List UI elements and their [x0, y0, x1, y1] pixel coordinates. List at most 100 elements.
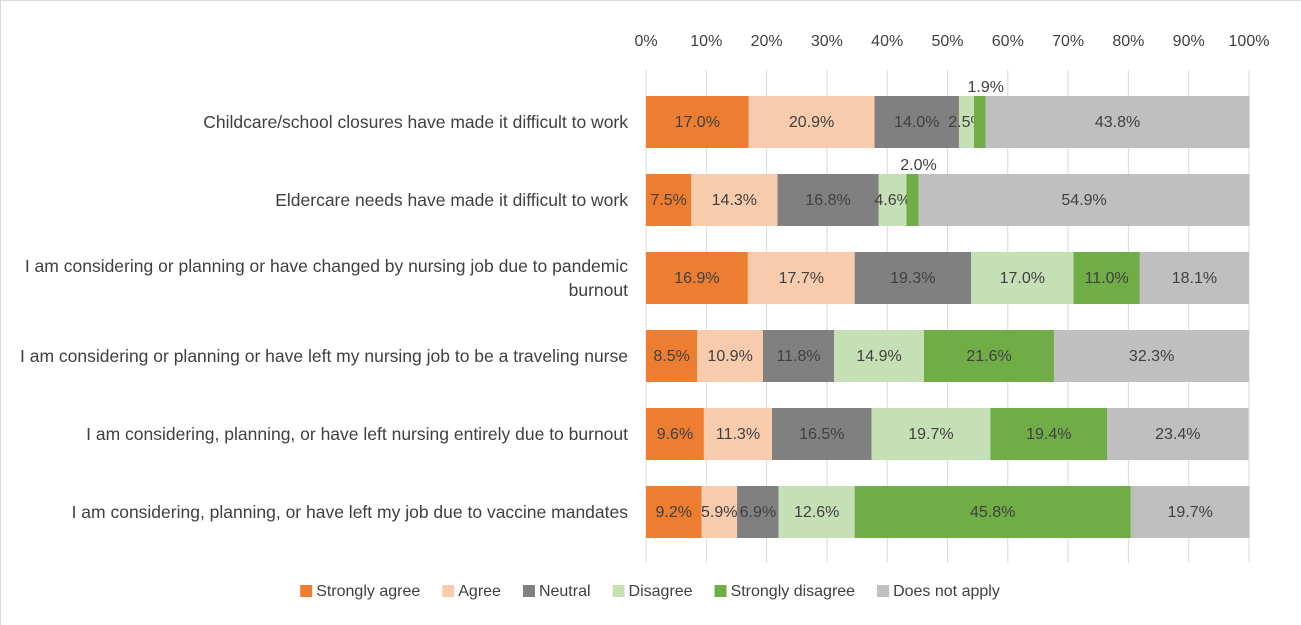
bar-segment: [906, 174, 919, 226]
bar-segment: [747, 252, 855, 304]
bar-segment: [646, 96, 749, 148]
data-label: 16.8%: [805, 192, 850, 209]
category-label: Childcare/school closures have made it d…: [203, 112, 628, 132]
data-label: 5.9%: [701, 504, 737, 521]
category-label: I am considering, planning, or have left…: [86, 424, 628, 444]
x-tick-label: 40%: [871, 33, 903, 50]
bar-segment: [918, 174, 1250, 226]
bar-segment: [878, 174, 907, 226]
bar-segment: [974, 96, 986, 148]
bar-segment: [703, 408, 773, 460]
legend-swatch: [612, 585, 625, 597]
bar-segment: [646, 330, 698, 382]
legend-swatch: [877, 585, 890, 597]
bar-segment: [646, 408, 704, 460]
legend-swatch: [714, 585, 727, 597]
legend-label: Agree: [458, 583, 501, 600]
legend-swatch: [300, 585, 313, 597]
data-label: 14.9%: [856, 348, 901, 365]
data-label: 45.8%: [970, 504, 1015, 521]
bar-segment: [985, 96, 1250, 148]
data-label: 14.3%: [712, 192, 757, 209]
bar-segment: [923, 330, 1055, 382]
x-tick-label: 80%: [1112, 33, 1144, 50]
data-label: 21.6%: [966, 348, 1011, 365]
data-label: 19.7%: [1168, 504, 1213, 521]
x-tick-label: 0%: [634, 33, 657, 50]
bar-segment: [1139, 252, 1249, 304]
data-label: 16.5%: [799, 426, 844, 443]
bar-segment: [762, 330, 835, 382]
data-label: 8.5%: [653, 348, 689, 365]
data-label: 14.0%: [894, 114, 939, 131]
data-label: 17.7%: [779, 270, 824, 287]
bar-segment: [772, 408, 872, 460]
category-label: Eldercare needs have made it difficult t…: [275, 190, 628, 210]
legend-swatch: [442, 585, 455, 597]
category-label: I am considering or planning or have lef…: [20, 346, 628, 366]
bar-segment: [1107, 408, 1249, 460]
bar-segment: [691, 174, 778, 226]
x-tick-label: 30%: [811, 33, 843, 50]
legend-label: Strongly disagree: [731, 583, 856, 600]
bar-segment: [854, 486, 1131, 538]
bar-segment: [646, 486, 702, 538]
bar-segment: [748, 96, 875, 148]
bar-segment: [1073, 252, 1140, 304]
bar-segment: [874, 96, 959, 148]
data-label: 18.1%: [1172, 270, 1217, 287]
data-label: 4.6%: [874, 192, 910, 209]
data-label: 11.8%: [776, 348, 820, 365]
bar-segment: [854, 252, 972, 304]
legend-swatch: [522, 585, 535, 597]
bar-segment: [958, 96, 975, 148]
bar-segment: [871, 408, 991, 460]
bar-segment: [697, 330, 763, 382]
x-tick-label: 20%: [751, 33, 783, 50]
data-label: 19.7%: [908, 426, 953, 443]
x-tick-label: 70%: [1052, 33, 1084, 50]
data-label: 6.9%: [740, 504, 776, 521]
data-label: 16.9%: [674, 270, 719, 287]
data-label: 32.3%: [1129, 348, 1174, 365]
legend-label: Neutral: [539, 583, 591, 600]
bar-segment: [701, 486, 738, 538]
x-tick-label: 60%: [992, 33, 1024, 50]
data-label: 17.0%: [1000, 270, 1045, 287]
data-label: 10.9%: [707, 348, 752, 365]
data-label: 1.9%: [968, 79, 1004, 96]
data-label: 20.9%: [789, 114, 834, 131]
data-label: 17.0%: [675, 114, 720, 131]
bar-segment: [1130, 486, 1250, 538]
data-label: 11.3%: [716, 426, 760, 443]
data-label: 12.6%: [794, 504, 839, 521]
x-tick-label: 10%: [690, 33, 722, 50]
bar-segment: [778, 486, 855, 538]
bar-segment: [834, 330, 924, 382]
category-label: I am considering, planning, or have left…: [71, 502, 628, 522]
category-label: I am considering or planning or have cha…: [24, 256, 628, 300]
legend-label: Disagree: [629, 583, 693, 600]
data-label: 43.8%: [1095, 114, 1140, 131]
bar-segment: [971, 252, 1074, 304]
bar-segment: [1054, 330, 1249, 382]
x-tick-label: 50%: [931, 33, 963, 50]
data-label: 2.0%: [900, 157, 936, 174]
bar-segment: [646, 174, 692, 226]
data-label: 9.2%: [656, 504, 692, 521]
bar-segment: [777, 174, 879, 226]
bar-segment: [990, 408, 1108, 460]
data-label: 9.6%: [657, 426, 693, 443]
data-label: 23.4%: [1155, 426, 1200, 443]
data-label: 19.3%: [890, 270, 935, 287]
x-tick-label: 90%: [1173, 33, 1205, 50]
data-label: 19.4%: [1026, 426, 1071, 443]
data-label: 7.5%: [650, 192, 686, 209]
bar-segment: [646, 252, 748, 304]
data-label: 54.9%: [1061, 192, 1106, 209]
legend-label: Strongly agree: [316, 583, 420, 600]
data-label: 11.0%: [1085, 270, 1129, 287]
